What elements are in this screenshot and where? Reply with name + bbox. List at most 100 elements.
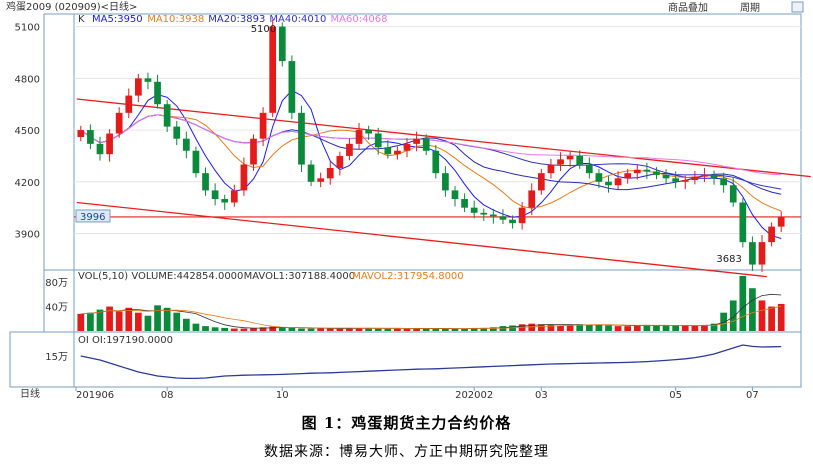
candle-body [211, 190, 219, 200]
candle-body [777, 216, 785, 227]
volume-bar [576, 324, 584, 331]
candle-body [585, 164, 593, 174]
candle-body [643, 169, 651, 172]
open-interest-line [80, 344, 782, 380]
volume-bar [77, 313, 85, 331]
volume-bar [585, 324, 593, 331]
volume-bar [547, 324, 555, 331]
menu-period[interactable]: 周期 [740, 2, 760, 14]
volume-bar [298, 328, 305, 331]
x-tick-label: 10 [276, 390, 289, 401]
k-label: K [78, 14, 85, 25]
candle-body [566, 155, 574, 160]
candle-body [135, 78, 142, 96]
volume-bar [192, 323, 200, 331]
candlesticks [77, 19, 785, 272]
volume-bar [528, 323, 536, 331]
menu-add-commodity[interactable]: 商品叠加 [668, 1, 708, 14]
candle-body [461, 199, 468, 208]
volume-bar [509, 325, 516, 331]
volume-bar [490, 327, 497, 331]
candle-body [557, 159, 564, 165]
volume-bar [749, 288, 756, 331]
ma-label: MA5:3950 [92, 14, 143, 25]
volume-bar [384, 328, 392, 331]
candle-body [192, 150, 200, 174]
volume-ticks: 80万 40万 [45, 278, 68, 313]
candle-body [422, 138, 430, 151]
candle-body [547, 164, 555, 174]
candle-body [739, 202, 747, 243]
candle-body [374, 133, 382, 148]
volume-bar [480, 327, 488, 331]
candle-body [278, 26, 286, 62]
candle-body [499, 216, 507, 220]
volume-bar [125, 307, 133, 331]
futures-chart: 鸡蛋2009 (020909)<日线> 商品叠加 周期 K MA5:3950 MA… [6, 0, 811, 401]
volume-bar [499, 326, 507, 331]
ma-labels: MA5:3950 MA10:3938 MA20:3893 MA40:4010 MA60:… [92, 14, 388, 25]
candle-body [394, 150, 401, 155]
volume-bar [720, 312, 727, 331]
x-tick-label: 08 [161, 390, 174, 401]
x-tick-label: 202002 [455, 390, 493, 401]
candle-body [576, 155, 584, 165]
volume-bar [374, 328, 382, 331]
volume-bar [566, 324, 574, 331]
x-tick-label: 07 [746, 390, 759, 401]
volume-bar [221, 327, 229, 331]
volume-bar [662, 325, 670, 331]
candle-body [336, 155, 344, 168]
volume-bar [278, 327, 286, 331]
volume-bar [758, 300, 766, 331]
candle-body [480, 212, 488, 215]
price-annotations: 5100 3683 3996 [75, 24, 742, 265]
current-price-tag: 3996 [80, 212, 105, 223]
channel-lower-line [76, 201, 767, 278]
volume-bar [269, 326, 277, 331]
candle-body [259, 112, 267, 139]
volume-bar [729, 300, 737, 331]
volume-bar [346, 328, 353, 331]
volume-bar [691, 325, 699, 331]
figure-source: 数据来源：博易大师、方正中期研究院整理 [264, 444, 549, 460]
volume-bar [240, 328, 248, 331]
oi-line [80, 344, 782, 380]
candle-body [595, 173, 603, 182]
candle-body [490, 214, 497, 217]
candle-body [173, 126, 181, 139]
ma-label: MA20:3893 [208, 14, 265, 25]
candle-body [518, 207, 526, 224]
candle-body [528, 190, 536, 208]
candle-body [710, 174, 718, 179]
volume-bar [633, 325, 641, 331]
close-icon[interactable] [791, 1, 804, 13]
candle-body [96, 143, 104, 155]
candle-body [240, 164, 248, 191]
candle-body [768, 226, 775, 243]
candle-body [106, 133, 113, 155]
symbol-label[interactable]: 鸡蛋2009 (020909)<日线> [6, 0, 137, 13]
volume-bar [403, 328, 411, 331]
volume-bar [451, 328, 459, 331]
volume-bar [710, 323, 718, 331]
price-ticks: 5100 4800 4500 4200 3900 [15, 23, 40, 241]
candle-body [720, 178, 727, 186]
mavol2-line [80, 305, 782, 330]
x-axis-period-label: 日线 [20, 387, 40, 400]
volume-tick-label: 80万 [45, 278, 68, 289]
grid [74, 26, 801, 235]
figure-title: 图 1：鸡蛋期货主力合约价格 [301, 414, 512, 432]
x-tick-label: 05 [669, 390, 682, 401]
volume-bar [317, 328, 325, 331]
candle-body [298, 112, 305, 165]
ma-lines [80, 89, 782, 239]
volume-bar [672, 325, 680, 331]
volume-bar [230, 328, 238, 331]
volume-bar [461, 328, 468, 331]
price-tag-box [75, 209, 111, 223]
candle-body [470, 207, 478, 213]
volume-bar [432, 328, 440, 331]
volume-bar [202, 326, 209, 331]
volume-bar [250, 327, 257, 331]
